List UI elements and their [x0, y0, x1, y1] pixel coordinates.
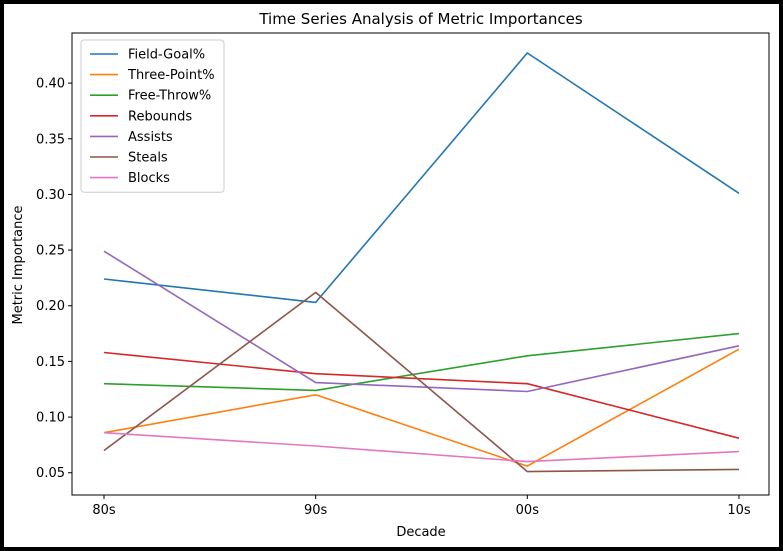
- legend-label-rebounds: Rebounds: [128, 109, 192, 124]
- y-tick-label: 0.35: [36, 132, 65, 147]
- legend-label-three-point: Three-Point%: [127, 68, 215, 83]
- y-axis-label: Metric Importance: [11, 205, 26, 324]
- chart-title: Time Series Analysis of Metric Importanc…: [258, 10, 583, 28]
- series-lines: [103, 52, 740, 473]
- series-line-free-throw: [103, 332, 740, 392]
- series-line-field-goal: [103, 52, 740, 304]
- axis-ticks: 80s 90s 00s 10s 0.05 0.10 0.15 0.20 0.25 0.30 0.35…: [36, 77, 751, 518]
- y-tick-label: 0.25: [36, 244, 65, 259]
- line-chart: Time Series Analysis of Metric Importanc…: [11, 10, 770, 540]
- series-line-three-point: [103, 348, 740, 467]
- legend-label-free-throw: Free-Throw%: [128, 89, 211, 104]
- plot-area-frame: [71, 32, 770, 496]
- x-tick-label: 10s: [727, 503, 751, 518]
- y-tick-label: 0.30: [36, 188, 65, 203]
- y-tick-label: 0.20: [36, 299, 65, 314]
- chart-figure: Time Series Analysis of Metric Importanc…: [4, 4, 779, 547]
- y-tick-label: 0.15: [36, 355, 65, 370]
- legend-label-steals: Steals: [128, 151, 168, 166]
- legend-label-assists: Assists: [128, 130, 173, 145]
- y-tick-label: 0.40: [36, 77, 65, 92]
- x-tick-label: 80s: [92, 503, 116, 518]
- x-tick-label: 90s: [304, 503, 328, 518]
- legend: Field-Goal% Three-Point% Free-Throw% Reboun…: [80, 39, 225, 193]
- x-axis-label: Decade: [396, 525, 445, 540]
- legend-label-blocks: Blocks: [128, 171, 170, 186]
- x-tick-label: 00s: [516, 503, 540, 518]
- y-tick-label: 0.10: [36, 411, 65, 426]
- series-line-assists: [103, 250, 740, 393]
- series-line-blocks: [103, 431, 740, 463]
- series-line-steals: [103, 291, 740, 473]
- legend-box: [80, 39, 225, 193]
- legend-label-field-goal: Field-Goal%: [128, 48, 205, 63]
- y-tick-label: 0.05: [36, 466, 65, 481]
- series-line-rebounds: [103, 351, 740, 439]
